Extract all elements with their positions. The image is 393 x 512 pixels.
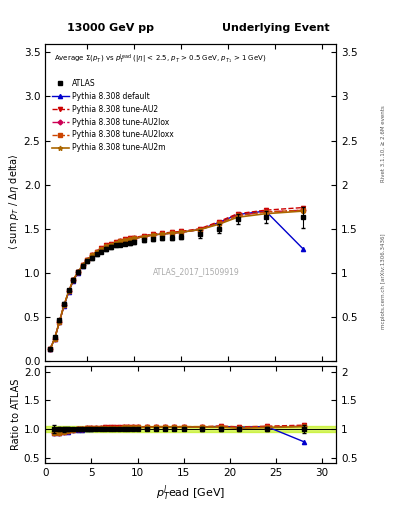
Text: mcplots.cern.ch [arXiv:1306.3436]: mcplots.cern.ch [arXiv:1306.3436] [381,234,386,329]
Bar [45,426,336,432]
Text: Rivet 3.1.10, ≥ 2.6M events: Rivet 3.1.10, ≥ 2.6M events [381,105,386,182]
X-axis label: $p_T^l{\rm ead}$ [GeV]: $p_T^l{\rm ead}$ [GeV] [156,484,225,503]
Text: Average $\Sigma(p_T)$ vs $p_T^{\rm lead}$ ($|\eta|$ < 2.5, $p_T$ > 0.5 GeV, $p_{: Average $\Sigma(p_T)$ vs $p_T^{\rm lead}… [54,53,266,67]
Text: 13000 GeV pp: 13000 GeV pp [67,23,154,33]
Text: ATLAS_2017_I1509919: ATLAS_2017_I1509919 [153,268,240,276]
Y-axis label: $\langle$ sum $p_T$ / $\Delta\eta$ delta$\rangle$: $\langle$ sum $p_T$ / $\Delta\eta$ delta… [7,154,21,250]
Y-axis label: Ratio to ATLAS: Ratio to ATLAS [11,379,21,451]
Legend: ATLAS, Pythia 8.308 default, Pythia 8.308 tune-AU2, Pythia 8.308 tune-AU2lox, Py: ATLAS, Pythia 8.308 default, Pythia 8.30… [50,77,176,155]
Text: Underlying Event: Underlying Event [222,23,330,33]
